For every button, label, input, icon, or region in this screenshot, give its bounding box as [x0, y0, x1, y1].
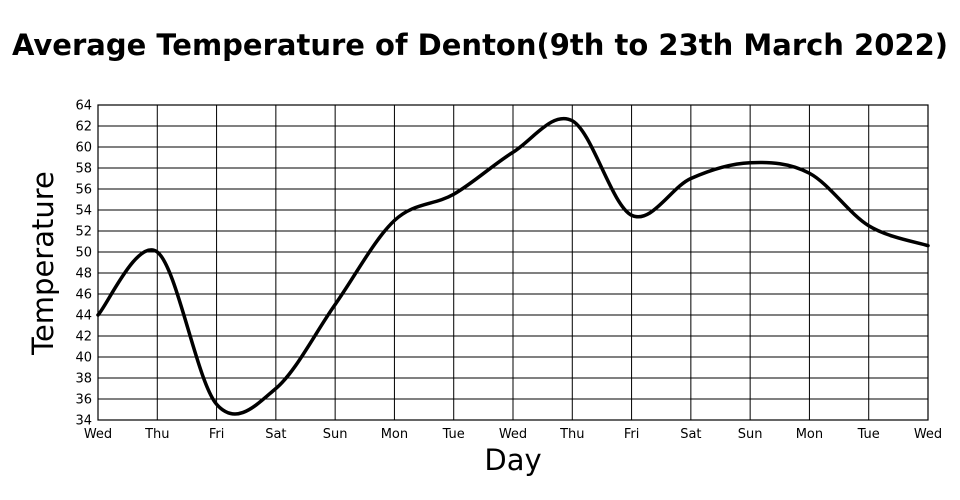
- x-tick-label: Fri: [624, 427, 640, 442]
- x-tick-label: Sat: [680, 427, 701, 442]
- plot-area: [97, 104, 929, 421]
- x-tick-label: Wed: [84, 427, 112, 442]
- y-tick-label: 44: [75, 309, 92, 324]
- y-tick-label: 38: [75, 372, 92, 387]
- y-tick-label: 64: [75, 99, 92, 114]
- y-axis-label: Temperature: [26, 171, 60, 356]
- series-line: [96, 116, 930, 416]
- x-tick-label: Fri: [209, 427, 225, 442]
- x-tick-label: Thu: [144, 427, 169, 442]
- y-tick-label: 54: [75, 204, 92, 219]
- x-tick-label: Sun: [738, 427, 763, 442]
- x-tick-label: Tue: [442, 427, 465, 442]
- x-axis-label: Day: [484, 443, 541, 477]
- y-tick-label: 58: [75, 162, 92, 177]
- x-axis: Wed Thu Fri Sat Sun Mon Tue Wed Thu Fri Sat Sun Mon T…: [84, 427, 942, 442]
- y-tick-label: 56: [75, 183, 92, 198]
- x-tick-label: Sat: [265, 427, 286, 442]
- y-tick-label: 52: [75, 225, 92, 240]
- y-tick-label: 60: [75, 141, 92, 156]
- grid: [97, 104, 929, 421]
- y-tick-label: 40: [75, 351, 92, 366]
- x-tick-label: Tue: [857, 427, 880, 442]
- x-tick-label: Wed: [499, 427, 527, 442]
- y-tick-label: 42: [75, 330, 92, 345]
- x-tick-label: Mon: [381, 427, 408, 442]
- y-tick-label: 34: [75, 414, 92, 429]
- y-tick-label: 48: [75, 267, 92, 282]
- chart-title: Average Temperature of Denton(9th to 23t…: [12, 28, 948, 62]
- x-tick-label: Thu: [559, 427, 584, 442]
- y-tick-label: 50: [75, 246, 92, 261]
- y-tick-label: 62: [75, 120, 92, 135]
- y-axis: 34 36 38 40 42 44 46 48 50 52 54 56 58 60 62 64: [75, 99, 92, 429]
- y-tick-label: 46: [75, 288, 92, 303]
- x-tick-label: Sun: [323, 427, 348, 442]
- y-tick-label: 36: [75, 393, 92, 408]
- x-tick-label: Mon: [796, 427, 823, 442]
- x-tick-label: Wed: [914, 427, 942, 442]
